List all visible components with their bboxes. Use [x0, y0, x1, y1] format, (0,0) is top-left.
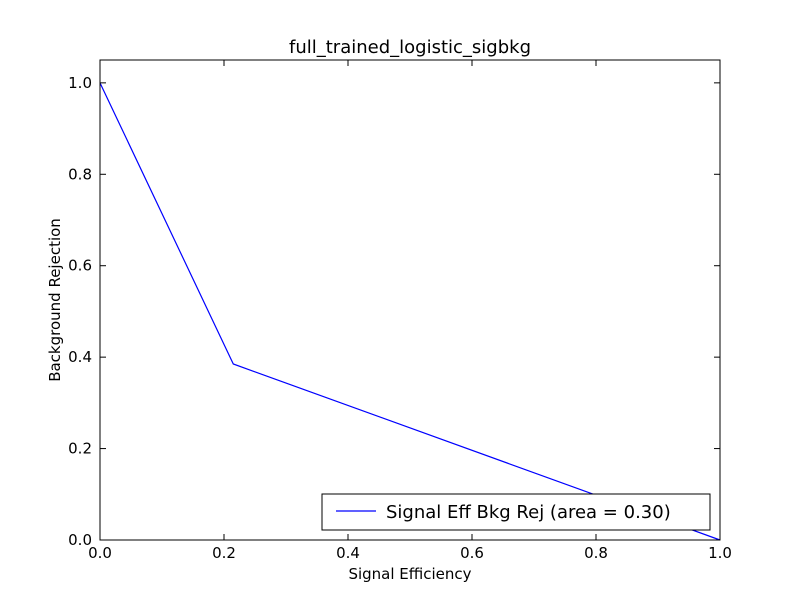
x-tick-label: 0.4: [336, 544, 360, 562]
y-tick-label: 0.4: [68, 348, 92, 366]
y-tick-label: 0.8: [68, 165, 92, 183]
ticks-layer: 0.0 0.2 0.4 0.6 0.8 1.0 0.0 0.2 0.4 0.6 0.8 1.0: [68, 60, 732, 562]
x-tick-label: 0.8: [584, 544, 608, 562]
y-axis-label: Background Rejection: [46, 218, 64, 382]
legend-box: [321, 493, 711, 531]
y-tick-label: 1.0: [68, 74, 92, 92]
plot-frame: [99, 59, 721, 541]
chart-title: full_trained_logistic_sigbkg: [289, 37, 531, 58]
x-tick-label: 1.0: [708, 544, 732, 562]
legend: Signal Eff Bkg Rej (area = 0.30): [321, 493, 711, 531]
x-tick-label: 0.2: [212, 544, 236, 562]
y-tick-label: 0.2: [68, 440, 92, 458]
plot-layer: [99, 82, 721, 541]
y-tick-label: 0.6: [68, 257, 92, 275]
series-line-0: [99, 82, 721, 541]
y-tick-label: 0.0: [68, 531, 92, 549]
x-tick-label: 0.0: [88, 544, 112, 562]
x-tick-label: 0.6: [460, 544, 484, 562]
x-axis-label: Signal Efficiency: [348, 565, 471, 583]
legend-series-label: Signal Eff Bkg Rej (area = 0.30): [386, 502, 671, 523]
